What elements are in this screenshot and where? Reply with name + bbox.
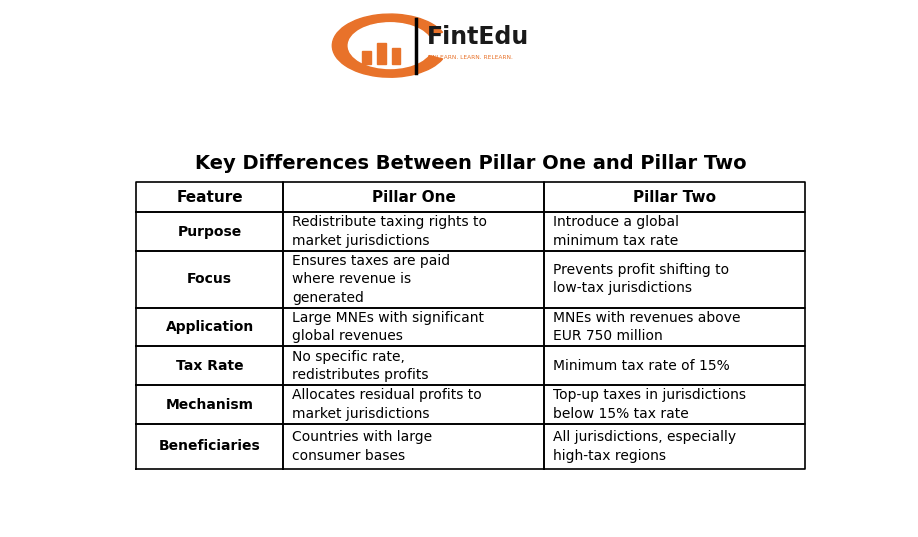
Text: Pillar One: Pillar One xyxy=(372,190,455,205)
Text: Purpose: Purpose xyxy=(177,224,241,238)
Bar xyxy=(363,51,371,64)
Text: Allocates residual profits to
market jurisdictions: Allocates residual profits to market jur… xyxy=(292,388,482,421)
Text: Countries with large
consumer bases: Countries with large consumer bases xyxy=(292,430,431,463)
Bar xyxy=(363,51,371,64)
Text: Mechanism: Mechanism xyxy=(165,398,253,412)
Text: FintEdu: FintEdu xyxy=(427,25,530,49)
Text: Large MNEs with significant
global revenues: Large MNEs with significant global reven… xyxy=(292,311,484,343)
Text: Focus: Focus xyxy=(187,272,232,286)
Bar xyxy=(391,48,400,64)
Text: Beneficiaries: Beneficiaries xyxy=(159,439,261,453)
Text: Introduce a global
minimum tax rate: Introduce a global minimum tax rate xyxy=(553,215,678,248)
Text: MNEs with revenues above
EUR 750 million: MNEs with revenues above EUR 750 million xyxy=(553,311,740,343)
Bar xyxy=(391,48,400,64)
Text: Minimum tax rate of 15%: Minimum tax rate of 15% xyxy=(553,359,729,373)
Bar xyxy=(377,42,386,64)
Text: No specific rate,
redistributes profits: No specific rate, redistributes profits xyxy=(292,350,429,382)
Text: Application: Application xyxy=(165,320,253,334)
Text: Feature: Feature xyxy=(176,190,243,205)
Bar xyxy=(377,42,386,64)
Text: Key Differences Between Pillar One and Pillar Two: Key Differences Between Pillar One and P… xyxy=(195,154,746,173)
Circle shape xyxy=(348,23,432,69)
Text: Tax Rate: Tax Rate xyxy=(176,359,243,373)
Text: UNLEARN. LEARN. RELEARN.: UNLEARN. LEARN. RELEARN. xyxy=(428,55,513,60)
Text: Pillar Two: Pillar Two xyxy=(633,190,716,205)
Text: Ensures taxes are paid
where revenue is
generated: Ensures taxes are paid where revenue is … xyxy=(292,254,450,304)
Text: Prevents profit shifting to
low-tax jurisdictions: Prevents profit shifting to low-tax juri… xyxy=(553,263,729,295)
Text: Redistribute taxing rights to
market jurisdictions: Redistribute taxing rights to market jur… xyxy=(292,215,487,248)
Text: Top-up taxes in jurisdictions
below 15% tax rate: Top-up taxes in jurisdictions below 15% … xyxy=(553,388,745,421)
Wedge shape xyxy=(332,14,442,77)
Text: All jurisdictions, especially
high-tax regions: All jurisdictions, especially high-tax r… xyxy=(553,430,735,463)
